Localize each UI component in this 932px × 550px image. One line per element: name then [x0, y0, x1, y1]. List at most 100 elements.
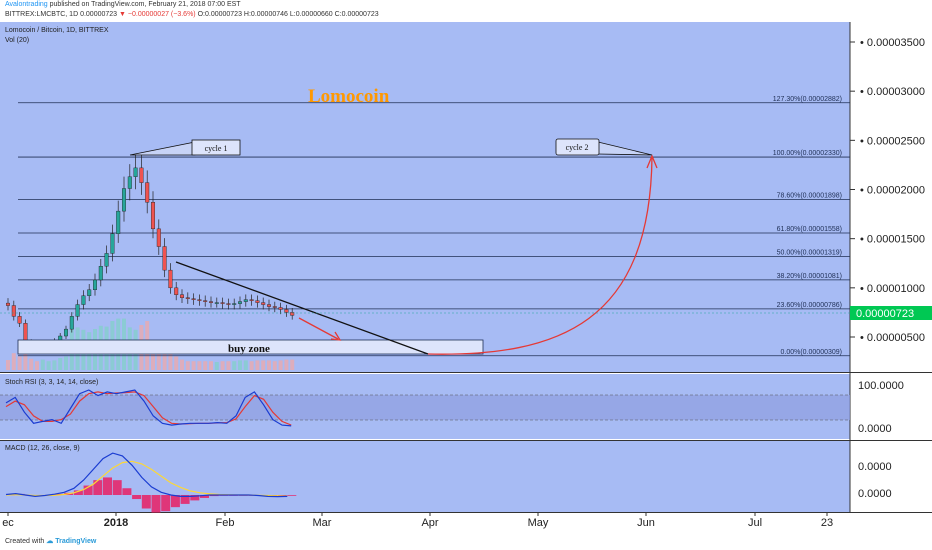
trend-line	[175, 261, 429, 355]
ohlc-close: C:0.00000723	[334, 11, 379, 18]
candle-body	[87, 289, 92, 296]
created-with: Created with	[5, 538, 45, 545]
symbol-info: BITTREX:LMCBTC, 1D	[5, 11, 79, 18]
candle-body	[11, 305, 16, 317]
curve-arrowhead	[646, 154, 658, 169]
price-tick-label: • 0.00002000	[860, 185, 925, 197]
volume-bar	[23, 346, 28, 370]
macd-hist-bar	[132, 495, 142, 500]
candle-body	[267, 304, 272, 307]
candle-body	[127, 176, 132, 189]
open-value: 0.00000723	[80, 11, 118, 18]
time-tick-label: Jun	[637, 517, 655, 529]
down-arrow-icon: ▼	[119, 11, 126, 18]
price-axis	[852, 22, 932, 512]
volume-bar	[185, 361, 190, 370]
candle-body	[220, 302, 225, 304]
candle-body	[145, 182, 150, 203]
fib-label: 38.20%(0.00001081)	[777, 273, 842, 280]
candle-body	[150, 202, 155, 230]
volume-bar	[232, 361, 237, 370]
candle-body	[156, 228, 161, 247]
volume-bar	[40, 359, 45, 370]
stoch-k-line	[5, 389, 292, 427]
time-tick-label: Jul	[748, 517, 762, 529]
candle-body	[162, 246, 167, 271]
stoch-label: Stoch RSI (3, 3, 14, 14, close)	[5, 379, 98, 386]
price-ticks: • 0.00003500 • 0.00003000 • 0.00002500 • 0.…	[850, 37, 925, 344]
cycle1-label: cycle 1	[205, 144, 228, 153]
price-tick-label: • 0.00003500	[860, 37, 925, 49]
candle-body	[139, 167, 144, 183]
chart-canvas[interactable]: 127.30%(0.00002882) 100.00%(0.00002330) 78…	[0, 22, 932, 534]
candle-body	[237, 301, 242, 304]
price-tick-label: • 0.00003000	[860, 86, 925, 98]
fib-label: 50.00%(0.00001319)	[777, 249, 842, 256]
time-tick-label: Mar	[313, 517, 332, 529]
stoch-tick-0: 0.0000	[858, 423, 892, 435]
macd-hist-bar	[93, 480, 103, 495]
volume-bar	[278, 360, 283, 370]
candle-body	[104, 253, 109, 267]
main-panel	[0, 22, 850, 372]
current-price-badge	[850, 306, 932, 320]
fib-label: 127.30%(0.00002882)	[773, 96, 842, 103]
fib-label: 78.60%(0.00001898)	[777, 193, 842, 200]
stoch-lines	[5, 389, 292, 427]
candle-body	[290, 312, 295, 316]
candle-body	[92, 279, 97, 291]
volume-label: Vol (20)	[5, 37, 29, 44]
cycle1-callout: cycle 1	[129, 139, 241, 156]
fibonacci-levels: 127.30%(0.00002882) 100.00%(0.00002330) 78…	[18, 96, 850, 357]
macd-hist-bar	[180, 495, 190, 504]
author-link[interactable]: Avalontrading	[5, 1, 48, 8]
volume-bar	[197, 361, 202, 370]
projection-curve	[427, 156, 653, 355]
candle-body	[179, 294, 184, 298]
time-axis: ec 2018 Feb Mar Apr May Jun Jul 23	[2, 512, 833, 529]
volume-bar	[226, 361, 231, 370]
price-tick-label: • 0.00001500	[860, 234, 925, 246]
volume-bar	[261, 360, 266, 370]
volume-bar	[6, 360, 10, 370]
candle-body	[278, 307, 283, 310]
volume-bar	[249, 361, 254, 370]
ohlc-high: H:0.00000746	[243, 11, 288, 18]
candle-body	[5, 302, 10, 306]
candle-body	[133, 167, 138, 177]
macd-hist-bar	[190, 495, 200, 501]
volume-bar	[180, 359, 184, 370]
publish-info: published on TradingView.com, February 2…	[49, 1, 241, 8]
down-arrow	[298, 317, 339, 340]
buy-zone-label: buy zone	[228, 343, 270, 355]
candle-body	[203, 300, 208, 302]
volume-bar	[203, 361, 208, 370]
macd-panel	[0, 441, 850, 512]
time-tick-label: 23	[821, 517, 833, 529]
ohlc-open: O:0.00000723	[197, 11, 242, 18]
time-tick-label: Feb	[216, 517, 235, 529]
volume-bar	[11, 353, 16, 370]
macd-hist-bar	[287, 495, 297, 496]
candle-body	[98, 265, 103, 281]
volume-bar	[267, 360, 271, 370]
volume-bar	[209, 361, 213, 370]
candle-body	[243, 299, 248, 302]
tradingview-brand[interactable]: TradingView	[55, 538, 97, 545]
candle-body	[261, 302, 266, 305]
time-tick-label: ec	[2, 517, 14, 529]
change-value: −0.00000027 (−3.6%)	[127, 11, 196, 18]
volume-bar	[151, 340, 155, 370]
candle-body	[232, 303, 237, 305]
volume-bar	[290, 359, 295, 370]
candle-body	[249, 299, 254, 301]
volume-bar	[156, 347, 161, 370]
macd-hist-bar	[141, 495, 151, 509]
volume-bar	[17, 356, 22, 370]
candle-body	[226, 303, 231, 305]
candle-body	[23, 323, 28, 343]
macd-hist-bar	[73, 490, 83, 495]
volume-bar	[284, 359, 289, 370]
candle-body	[214, 302, 219, 304]
candle-body	[81, 295, 86, 305]
